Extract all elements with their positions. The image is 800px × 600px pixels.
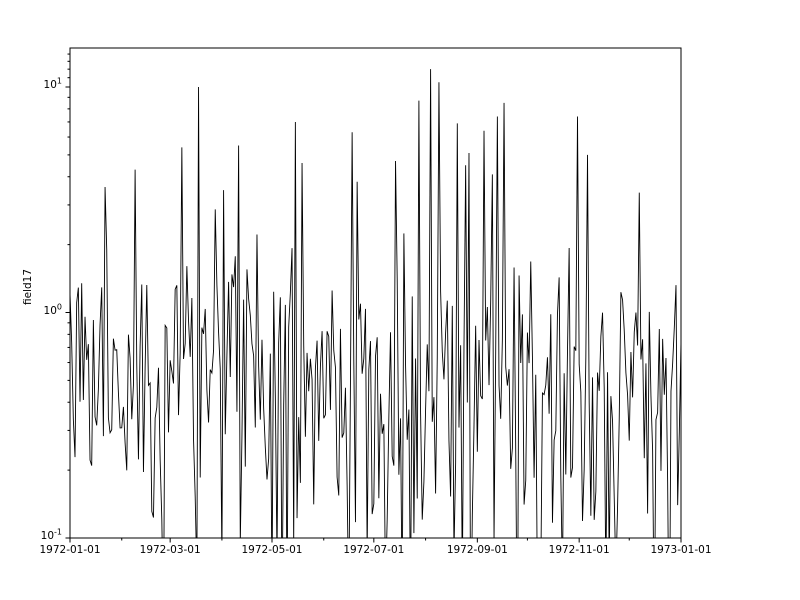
- y-tick-label: 101: [43, 76, 62, 91]
- y-axis-title: field17: [22, 268, 34, 306]
- y-tick-label: 100: [43, 302, 62, 317]
- y-tick-label: 10-1: [40, 527, 62, 542]
- x-tick-label: 1972-09-01: [446, 544, 508, 556]
- series-line: [70, 69, 681, 538]
- x-tick-label: 1972-11-01: [548, 544, 610, 556]
- x-tick-label: 1972-07-01: [343, 544, 405, 556]
- x-tick-label: 1972-03-01: [139, 544, 201, 556]
- plot-border: [69, 47, 682, 539]
- x-tick-label: 1972-01-01: [39, 544, 101, 556]
- x-tick-label: 1973-01-01: [650, 544, 712, 556]
- field17-line: [70, 69, 681, 538]
- x-tick-label: 1972-05-01: [241, 544, 303, 556]
